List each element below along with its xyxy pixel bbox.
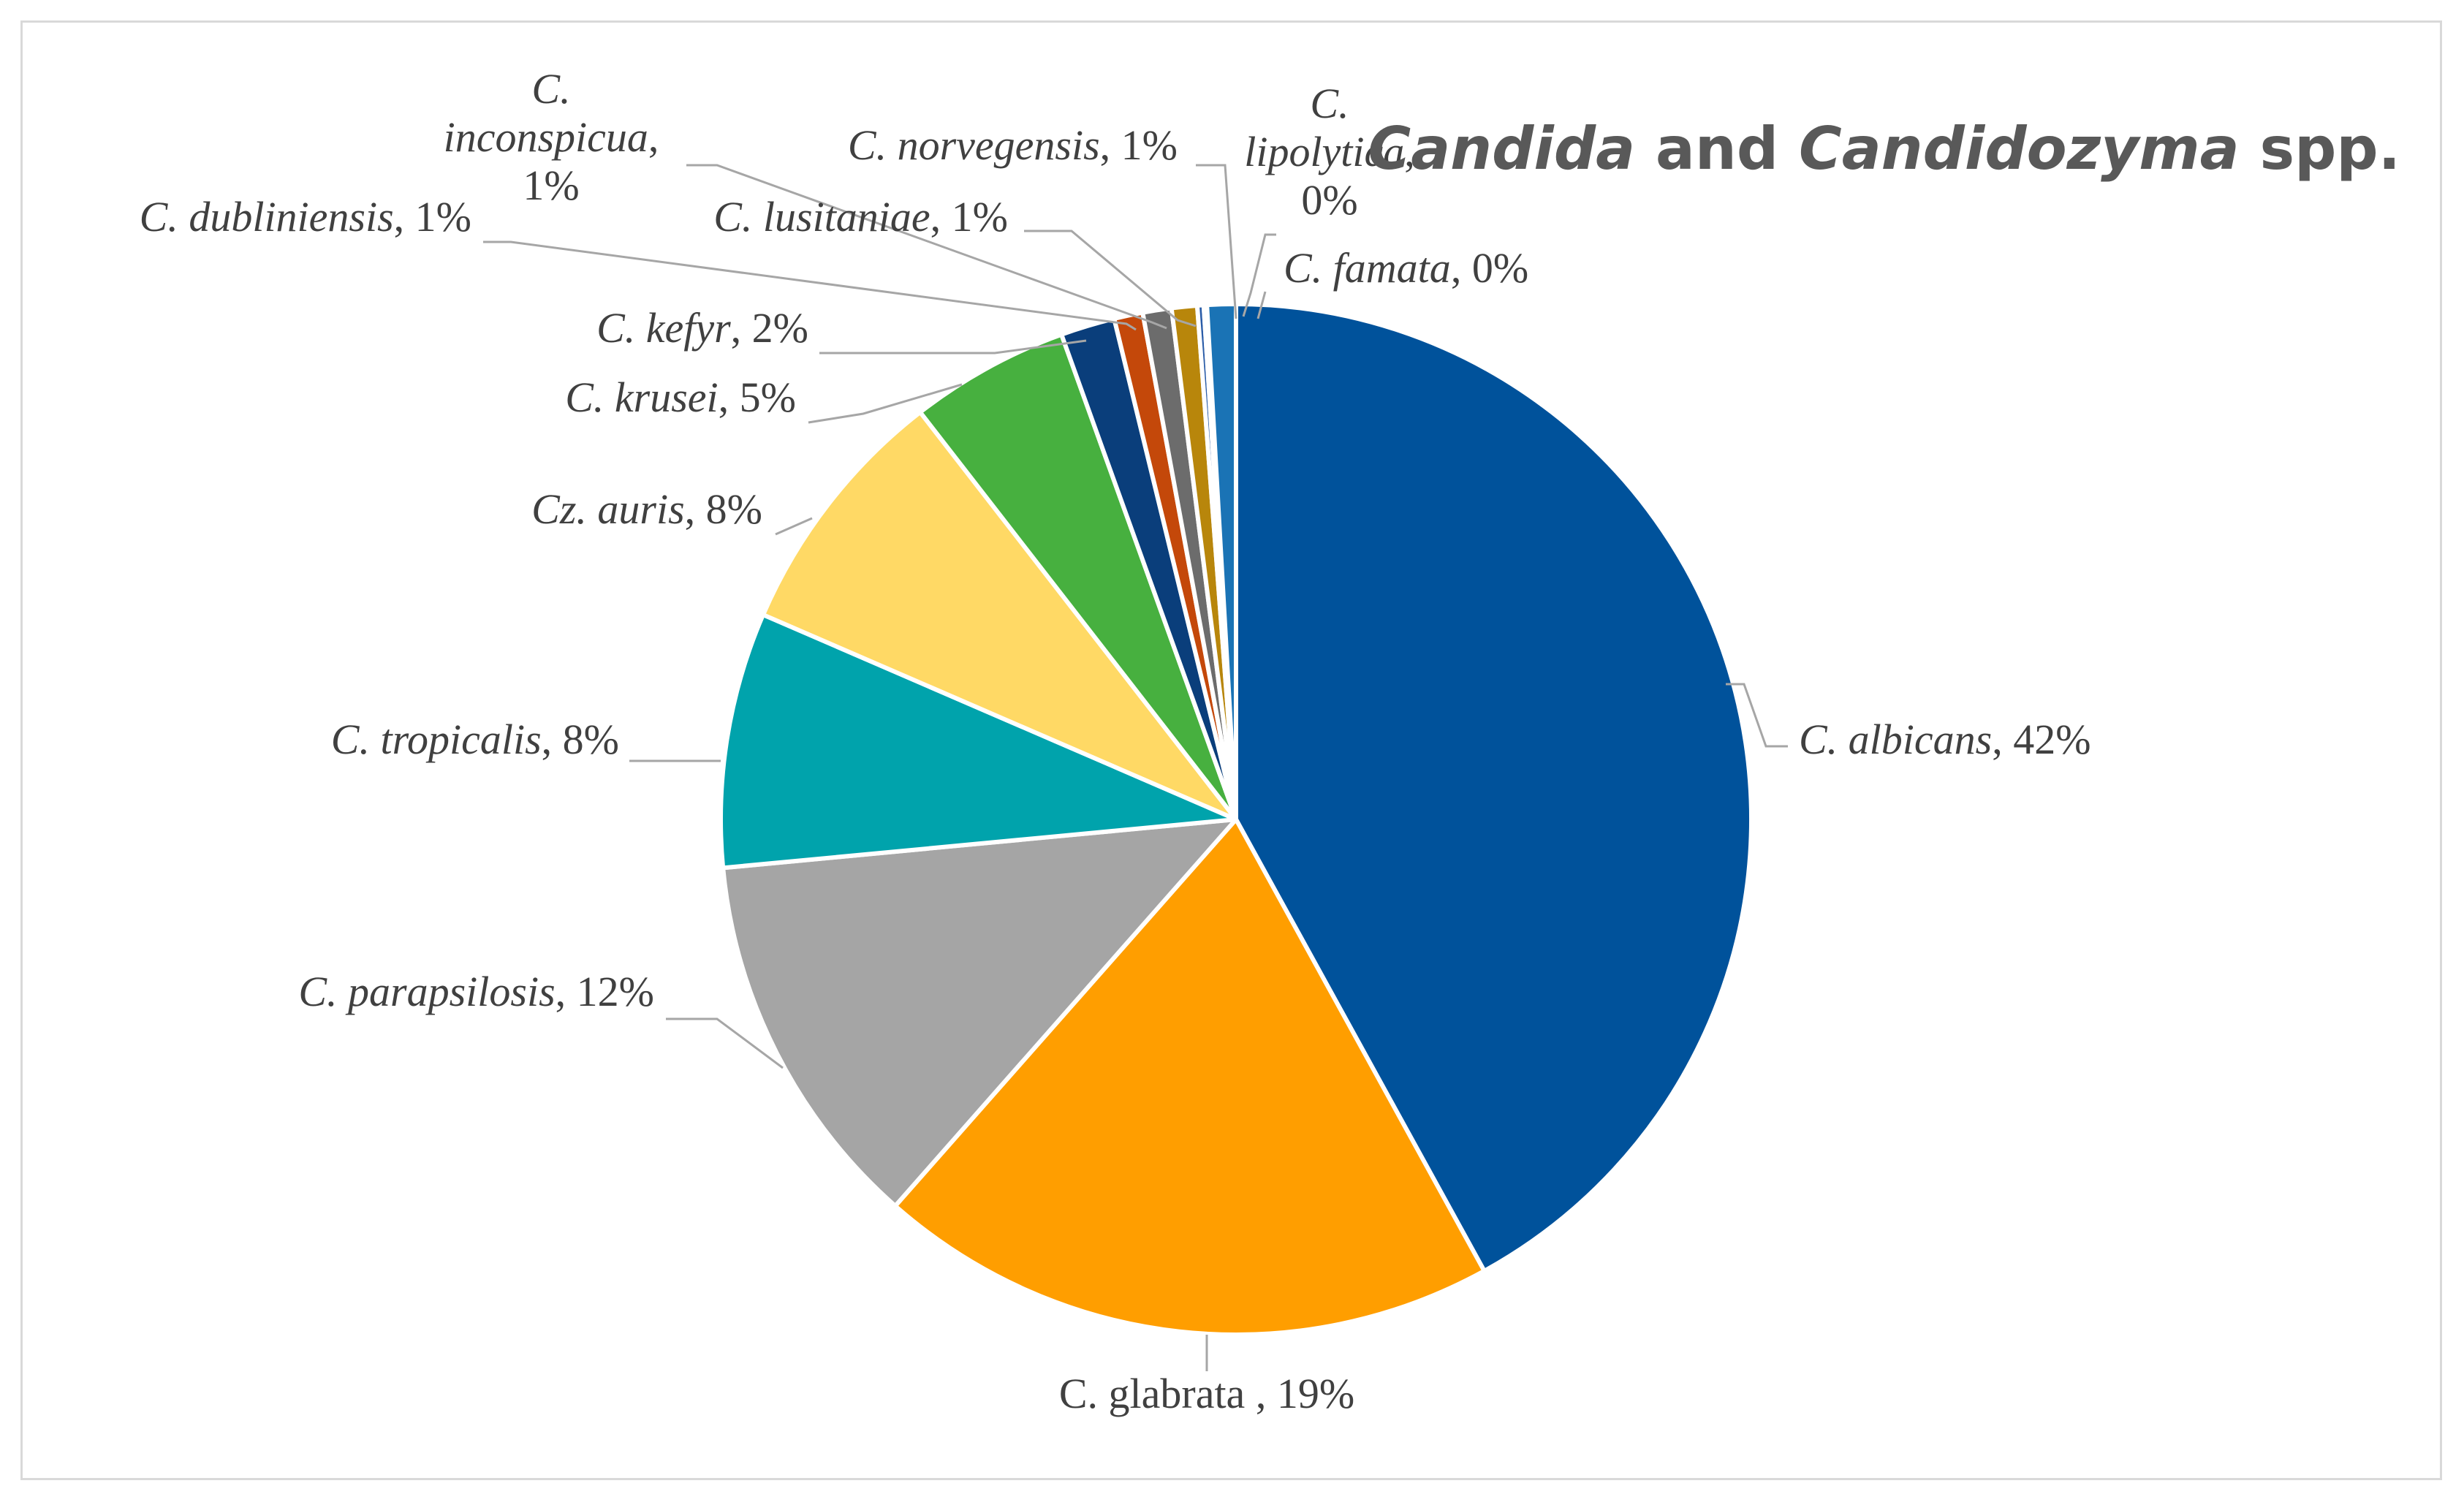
leader-line-cz-auris	[775, 517, 813, 536]
title-part-4: spp.	[2240, 115, 2400, 183]
data-label-c-kefyr: C. kefyr, 2%	[596, 304, 808, 352]
pie-slice-cz-auris[interactable]	[760, 409, 1238, 822]
data-label-c-norvegensis: C. norvegensis, 1%	[848, 121, 1178, 169]
chart-frame: C. albicans, 42% C. glabrata , 19% C. para…	[20, 20, 2442, 1480]
leader-line-c-kefyr	[819, 339, 1087, 355]
pie-slice-c-glabrata[interactable]	[892, 817, 1487, 1337]
labels-layer: C. albicans, 42% C. glabrata , 19% C. para…	[140, 65, 2091, 1417]
slices-layer	[719, 302, 1754, 1337]
pie-slice-c-albicans[interactable]	[1234, 302, 1754, 1273]
leader-lines-layer	[483, 164, 1788, 1371]
pie-slice-c-krusei[interactable]	[917, 332, 1238, 822]
data-label-cz-auris: Cz. auris, 8%	[531, 485, 762, 533]
leader-line-c-norvegensis	[1196, 164, 1237, 319]
leader-line-c-lusitaniae	[1024, 230, 1197, 327]
data-label-c-albicans: C. albicans, 42%	[1799, 716, 2091, 763]
title-part-3: Candidozyma	[1799, 115, 2240, 183]
data-label-c-tropicalis: C. tropicalis, 8%	[331, 716, 619, 763]
data-label-c-inconspicua: C. inconspicua, 1%	[444, 65, 659, 209]
data-label-c-dubliniensis: C. dubliniensis, 1%	[140, 193, 471, 240]
pie-slice-c-parapsilosis[interactable]	[721, 817, 1238, 1208]
leader-line-c-lipolytica	[1242, 233, 1276, 317]
leader-line-c-inconspicua	[686, 164, 1167, 330]
title-part-2: and	[1635, 115, 1799, 183]
leader-line-c-famata	[1256, 291, 1267, 319]
pie-slice-c-tropicalis[interactable]	[719, 613, 1238, 871]
data-label-c-parapsilosis: C. parapsilosis, 12%	[298, 968, 654, 1015]
data-label-c-glabrata: C. glabrata , 19%	[1059, 1370, 1354, 1417]
pie-chart: C. albicans, 42% C. glabrata , 19% C. para…	[140, 65, 2400, 1417]
chart-title: Candida and Candidozyma spp.	[1368, 115, 2400, 183]
data-label-c-famata: C. famata, 0%	[1284, 244, 1528, 292]
leader-line-c-albicans	[1726, 683, 1788, 748]
data-label-c-krusei: C. krusei, 5%	[565, 374, 796, 421]
leader-line-c-krusei	[808, 383, 963, 424]
data-label-c-lusitaniae: C. lusitaniae, 1%	[713, 193, 1008, 240]
leader-line-c-dubliniensis	[483, 240, 1137, 331]
data-label-c-lipolytica: C. lipolytica, 0%	[1244, 80, 1415, 224]
title-part-1: Candida	[1368, 115, 1635, 183]
leader-line-c-parapsilosis	[666, 1017, 784, 1069]
